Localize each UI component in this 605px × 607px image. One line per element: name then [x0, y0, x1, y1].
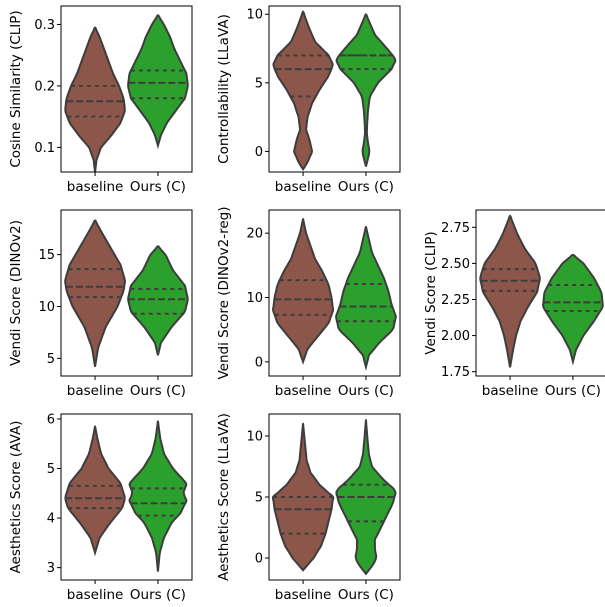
violin-baseline: [271, 422, 335, 572]
y-tick-label: 10: [246, 291, 263, 306]
violin-ours: [127, 14, 189, 150]
y-tick-label: 0.3: [34, 18, 55, 33]
axes-frame: [268, 209, 401, 377]
y-tick-label: 1.75: [441, 365, 470, 380]
y-tick-label: 2.50: [441, 257, 470, 272]
y-tick-label: 5: [47, 462, 55, 477]
violin-ours: [335, 13, 397, 167]
category-label: baseline: [482, 383, 539, 399]
axes-frame: [268, 5, 401, 173]
violin-panel-2: 0 5 10 baseline Ours (C) Controllability (LLa…: [216, 5, 401, 195]
category-label: Ours (C): [130, 383, 186, 399]
category-label: baseline: [275, 383, 332, 399]
axes-frame: [475, 209, 605, 377]
y-axis-label: Controllability (LLaVA): [216, 14, 232, 164]
y-tick-label: 15: [38, 248, 55, 263]
y-tick-label: 10: [246, 429, 263, 444]
y-tick-label: 20: [246, 227, 263, 242]
violin-baseline: [64, 26, 126, 173]
y-tick-label: 4: [47, 512, 55, 527]
y-tick-label: 10: [38, 300, 55, 315]
violin-panel-5: 1.75 2.00 2.25 2.50 2.75 baseline Ours (C) Vend…: [423, 209, 605, 399]
category-label: Ours (C): [338, 383, 394, 399]
violin-ours: [128, 420, 188, 572]
category-label: baseline: [275, 179, 332, 195]
y-tick-label: 0: [255, 145, 263, 160]
category-label: Ours (C): [338, 587, 394, 603]
y-tick-label: 0.1: [34, 141, 55, 156]
category-label: Ours (C): [130, 179, 186, 195]
axes-frame: [60, 209, 193, 377]
y-tick-label: 5: [255, 491, 263, 506]
axes-frame: [60, 5, 193, 173]
y-tick-label: 6: [47, 412, 55, 427]
category-label: baseline: [67, 179, 124, 195]
y-tick-label: 3: [47, 561, 55, 576]
violin-panel-3: 5 10 15 baseline Ours (C) Vendi Score (DINOv2…: [8, 209, 193, 399]
y-axis-label: Cosine Similarity (CLIP): [8, 10, 24, 167]
violin-panel-4: 0 10 20 baseline Ours (C) Vendi Score (DINOv2…: [216, 207, 401, 399]
category-label: Ours (C): [338, 179, 394, 195]
category-label: Ours (C): [545, 383, 601, 399]
y-tick-label: 0.2: [34, 79, 55, 94]
violin-ours: [542, 253, 604, 366]
y-tick-label: 0: [255, 355, 263, 370]
y-axis-label: Vendi Score (DINOv2): [8, 220, 24, 366]
y-axis-label: Vendi Score (DINOv2-reg): [216, 207, 232, 380]
violin-panel-6: 3 4 5 6 baseline Ours (C) Aesthetics Score (AV…: [8, 412, 193, 603]
violin-baseline: [272, 218, 335, 365]
y-tick-label: 0: [255, 552, 263, 567]
category-label: Ours (C): [130, 587, 186, 603]
y-tick-label: 5: [47, 352, 55, 367]
category-label: baseline: [67, 383, 124, 399]
violin-baseline: [272, 10, 334, 172]
violin-ours: [335, 419, 397, 576]
violin-panel-1: 0.1 0.2 0.3 baseline Ours (C) Cosine Similari…: [8, 5, 193, 195]
category-label: baseline: [67, 587, 124, 603]
y-tick-label: 10: [246, 8, 263, 23]
axes-frame: [60, 413, 193, 581]
violin-baseline: [64, 219, 126, 367]
y-tick-label: 2.25: [441, 293, 470, 308]
y-tick-label: 2.75: [441, 221, 470, 236]
y-tick-label: 5: [255, 76, 263, 91]
violin-baseline: [64, 425, 126, 557]
category-label: baseline: [275, 587, 332, 603]
violin-panel-7: 0 5 10 baseline Ours (C) Aesthetics Score (LL…: [216, 413, 401, 603]
y-tick-label: 2.00: [441, 329, 470, 344]
y-axis-label: Aesthetics Score (AVA): [8, 421, 24, 574]
y-axis-label: Vendi Score (CLIP): [423, 231, 439, 354]
violin-ours: [127, 245, 189, 356]
violin-ours: [335, 225, 397, 371]
y-axis-label: Aesthetics Score (LLaVA): [216, 413, 232, 581]
